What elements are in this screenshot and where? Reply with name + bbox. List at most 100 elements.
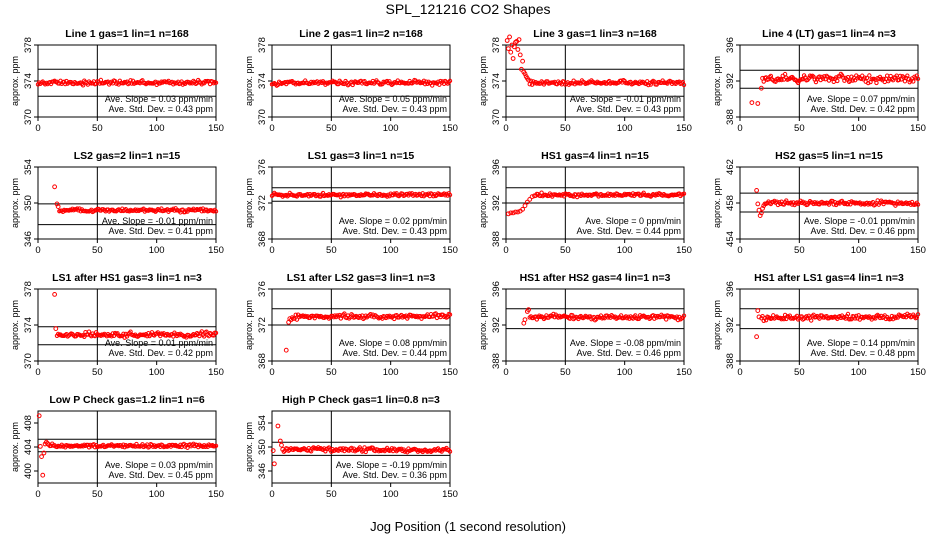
data-point <box>437 82 442 87</box>
y-tick-label: 378 <box>491 37 502 53</box>
data-point <box>664 317 669 322</box>
y-tick-label: 454 <box>725 231 736 247</box>
x-tick-label: 0 <box>269 245 274 256</box>
panel-title: Low P Check gas=1.2 lin=1 n=6 <box>49 394 204 406</box>
slope-annotation: Ave. Slope = 0.07 ppm/min <box>807 94 915 104</box>
x-tick-label: 150 <box>442 123 458 134</box>
x-tick-label: 150 <box>676 245 692 256</box>
x-tick-label: 100 <box>617 367 633 378</box>
slope-annotation: Ave. Slope = 0 ppm/min <box>585 216 681 226</box>
data-point <box>516 37 522 42</box>
data-point <box>505 211 511 217</box>
x-tick-label: 100 <box>149 367 165 378</box>
stddev-annotation: Ave. Std. Dev. = 0.43 ppm <box>109 104 213 114</box>
data-point <box>52 292 58 297</box>
x-tick-label: 100 <box>851 367 867 378</box>
y-tick-label: 370 <box>23 353 34 369</box>
y-tick-label: 378 <box>23 37 34 53</box>
x-tick-label: 50 <box>326 489 337 500</box>
stddev-annotation: Ave. Std. Dev. = 0.36 ppm <box>343 470 447 480</box>
data-point <box>848 78 853 84</box>
stddev-annotation: Ave. Std. Dev. = 0.43 ppm <box>577 104 681 114</box>
data-point <box>36 413 42 419</box>
data-point <box>862 75 867 80</box>
data-point <box>287 316 293 322</box>
panel: High P Check gas=1 lin=0.8 n=3 0 50 100 150 3… <box>244 394 458 500</box>
data-point <box>526 307 531 313</box>
data-point <box>121 331 126 337</box>
data-point <box>527 197 533 202</box>
data-point <box>901 75 906 80</box>
y-tick-label: 404 <box>23 439 34 455</box>
x-tick-label: 50 <box>560 245 571 256</box>
y-tick-label: 388 <box>725 353 736 369</box>
y-tick-label: 370 <box>257 109 268 125</box>
slope-annotation: Ave. Slope = -0.19 ppm/min <box>336 460 447 470</box>
x-tick-label: 150 <box>910 245 926 256</box>
data-point <box>520 206 526 212</box>
panel-title: HS1 gas=4 lin=1 n=15 <box>541 150 649 162</box>
panel-title: LS1 after LS2 gas=3 lin=1 n=3 <box>287 272 436 284</box>
data-point <box>757 213 763 219</box>
y-tick-label: 374 <box>23 317 34 333</box>
data-point <box>532 193 537 199</box>
x-tick-label: 50 <box>92 489 103 500</box>
data-point <box>294 317 300 322</box>
data-point <box>749 100 755 105</box>
y-axis-label: approx. ppm <box>244 422 254 472</box>
data-point <box>271 461 277 467</box>
data-point <box>754 188 760 193</box>
data-point <box>758 210 764 216</box>
data-point <box>504 38 510 43</box>
slope-annotation: Ave. Slope = 0.03 ppm/min <box>105 460 213 470</box>
panel: LS1 after LS2 gas=3 lin=1 n=3 0 50 100 150 36… <box>244 272 458 378</box>
panel: HS2 gas=5 lin=1 n=15 0 50 100 150 454 458 462ap… <box>712 150 926 256</box>
data-point <box>758 85 764 91</box>
data-point <box>277 438 283 444</box>
data-point <box>507 34 512 40</box>
y-tick-label: 376 <box>257 281 268 297</box>
data-point <box>40 472 46 478</box>
x-tick-label: 150 <box>910 367 926 378</box>
data-point <box>915 202 921 207</box>
x-tick-label: 100 <box>383 489 399 500</box>
data-point <box>779 77 784 83</box>
data-point <box>508 49 514 55</box>
y-tick-label: 408 <box>23 415 34 431</box>
x-tick-label: 50 <box>326 123 337 134</box>
x-tick-label: 100 <box>149 245 165 256</box>
slope-annotation: Ave. Slope = 0.02 ppm/min <box>339 216 447 226</box>
slope-annotation: Ave. Slope = 0.14 ppm/min <box>807 338 915 348</box>
x-tick-label: 0 <box>737 123 742 134</box>
y-tick-label: 354 <box>23 159 34 175</box>
data-point <box>762 201 768 207</box>
y-axis-label: approx. ppm <box>712 178 722 228</box>
panel-title: Line 1 gas=1 lin=1 n=168 <box>65 28 189 40</box>
page-title: SPL_121216 CO2 Shapes <box>385 1 551 17</box>
y-tick-label: 462 <box>725 159 736 175</box>
data-point <box>52 184 58 190</box>
data-point <box>681 191 687 196</box>
slope-annotation: Ave. Slope = 0.08 ppm/min <box>339 338 447 348</box>
x-tick-label: 100 <box>851 123 867 134</box>
panel: LS1 gas=3 lin=1 n=15 0 50 100 150 368 372 376ap… <box>244 150 458 256</box>
y-tick-label: 392 <box>491 195 502 211</box>
data-point <box>508 210 514 216</box>
y-axis-label: approx. ppm <box>478 178 488 228</box>
data-point <box>519 66 524 72</box>
y-tick-label: 372 <box>257 195 268 211</box>
data-point <box>915 312 921 317</box>
data-point <box>37 444 43 449</box>
data-point <box>342 311 347 316</box>
data-point <box>43 439 49 445</box>
y-axis-label: approx. ppm <box>10 178 20 228</box>
data-point <box>510 56 516 61</box>
data-point <box>756 314 762 320</box>
data-point <box>280 447 286 452</box>
x-tick-label: 100 <box>851 245 867 256</box>
panel: HS1 gas=4 lin=1 n=15 0 50 100 150 388 392 396ap… <box>478 150 692 256</box>
x-tick-label: 150 <box>442 489 458 500</box>
y-tick-label: 370 <box>491 109 502 125</box>
y-tick-label: 346 <box>257 463 268 479</box>
x-tick-label: 0 <box>503 367 508 378</box>
